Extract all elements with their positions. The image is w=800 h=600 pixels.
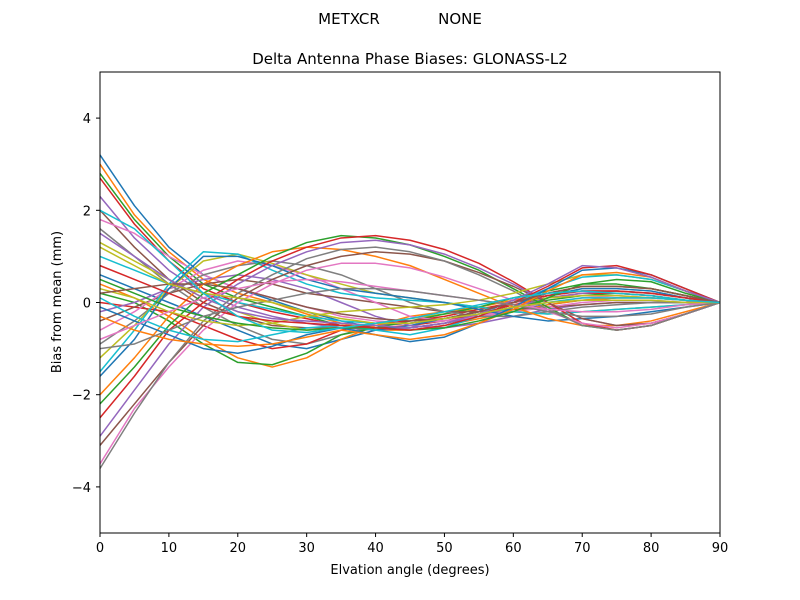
y-axis-label: Bias from mean (mm): [50, 231, 65, 373]
x-tick-label: 30: [298, 541, 315, 556]
series-line-36: [99, 283, 721, 322]
series-line-38: [99, 287, 721, 350]
x-tick-label: 0: [96, 541, 104, 556]
y-tick-label: −4: [72, 481, 91, 496]
x-tick-label: 60: [505, 541, 522, 556]
series-line-18: [99, 260, 720, 345]
suptitle-left: METXCR: [318, 10, 380, 28]
x-axis-label: Elvation angle (degrees): [330, 563, 489, 578]
series-line-26: [99, 251, 721, 446]
x-tick-label: 10: [161, 541, 178, 556]
x-tick-label: 20: [230, 541, 247, 556]
chart-title: Delta Antenna Phase Biases: GLONASS-L2: [252, 50, 568, 68]
y-tick-label: 4: [83, 112, 91, 127]
series-line-32: [99, 271, 721, 348]
series-line-30: [99, 274, 721, 343]
x-tick-label: 80: [643, 541, 660, 556]
x-axis-ticks: 0 10 20 30 40 50 60 70 80 90: [96, 533, 728, 556]
x-tick-label: 70: [574, 541, 591, 556]
series-layer: [99, 154, 721, 469]
x-tick-label: 50: [436, 541, 453, 556]
series-line-40: [99, 209, 721, 334]
x-tick-label: 90: [712, 541, 729, 556]
y-tick-label: −2: [72, 389, 91, 404]
plot-area: [99, 154, 721, 469]
y-tick-label: 2: [83, 204, 91, 219]
x-tick-label: 40: [367, 541, 384, 556]
series-line-20: [99, 251, 721, 373]
series-line-34: [99, 264, 721, 331]
suptitle-right: NONE: [438, 10, 482, 28]
y-tick-label: 0: [83, 297, 91, 312]
series-line-27: [99, 262, 721, 465]
y-axis-ticks: −4 −2 0 2 4: [72, 112, 100, 496]
